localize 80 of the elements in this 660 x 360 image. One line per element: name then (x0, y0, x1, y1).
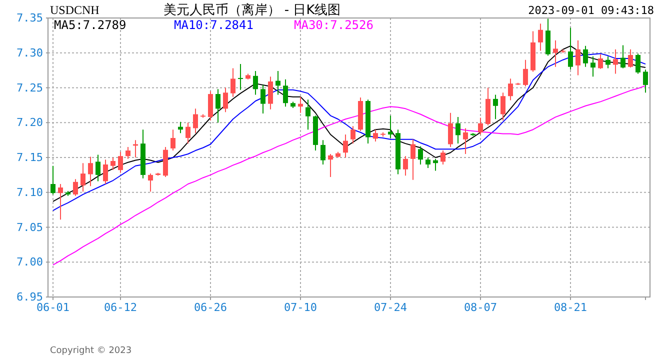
candlestick (216, 88, 220, 124)
candlestick (268, 76, 273, 110)
candlestick (58, 184, 63, 220)
candlestick (80, 162, 86, 192)
candlestick (568, 27, 573, 70)
text: USDCNH (50, 3, 100, 17)
candlestick (126, 146, 130, 160)
candlestick (148, 173, 153, 192)
candlestick (500, 92, 506, 122)
candlestick (418, 146, 423, 165)
candlestick (110, 157, 116, 171)
y-tick-label: 7.30 (16, 46, 43, 60)
candlestick (403, 156, 408, 176)
candlestick (448, 112, 453, 148)
candlestick (583, 45, 588, 68)
candlestick (410, 138, 416, 180)
candlestick (73, 178, 78, 196)
candlestick (373, 129, 378, 142)
candlestick (88, 156, 93, 187)
y-tick-label: 7.15 (16, 151, 43, 164)
candlestick (636, 53, 640, 74)
y-tick-label: 7.20 (16, 116, 43, 130)
candlestick (343, 134, 348, 158)
text: MA30:7.2526 (294, 18, 374, 32)
candlestick (463, 128, 468, 155)
candlestick (478, 117, 483, 135)
candlestick (553, 40, 558, 68)
y-tick-label: 7.05 (16, 220, 43, 234)
x-tick-label: 07-10 (284, 300, 318, 314)
candlestick (283, 78, 288, 108)
x-tick-label: 06-26 (194, 300, 228, 314)
candlestick (133, 140, 138, 158)
candlestick (350, 126, 356, 144)
candlestick (253, 70, 258, 96)
x-tick-label: 08-21 (554, 300, 588, 314)
candlestick (493, 94, 498, 120)
candlestick (576, 40, 580, 76)
text: MA10:7.2841 (174, 18, 254, 32)
x-tick-label: 07-24 (374, 300, 408, 314)
candlestick (193, 108, 198, 134)
candlestick (538, 23, 543, 52)
candlestick (118, 151, 123, 174)
candlestick (613, 48, 618, 74)
x-tick-label: 08-07 (464, 300, 498, 314)
candlestick (388, 115, 393, 138)
candlestick (643, 69, 648, 94)
candlestick (328, 154, 333, 178)
chart-title: 美元人民币（离岸） - 日K线图 (163, 2, 341, 18)
candlestick (620, 44, 626, 69)
candlestick (440, 150, 446, 165)
candlestick (426, 157, 430, 168)
candlestick (238, 64, 243, 90)
text: Copyright © 2023 (50, 346, 132, 356)
y-tick-label: 7.00 (16, 256, 43, 269)
candlestick (186, 122, 190, 144)
candlestick (598, 54, 603, 70)
text: MA5:7.2789 (54, 18, 126, 32)
x-tick-label: 06-12 (104, 300, 138, 314)
text: 2023-09-01 09:43:18 (528, 4, 654, 17)
candlestick (628, 48, 633, 68)
candlestick (96, 154, 100, 182)
candlestick (170, 129, 176, 152)
candlestick (103, 159, 108, 185)
y-tick-label: 7.35 (16, 12, 43, 25)
candlestick (276, 70, 280, 96)
y-tick-label: 7.10 (16, 186, 43, 199)
candlestick (306, 99, 310, 130)
candlestick (320, 140, 326, 165)
y-tick-label: 7.25 (16, 81, 43, 94)
candlestick (260, 84, 266, 114)
candlestick (508, 78, 513, 101)
candlestick (590, 56, 596, 78)
candlestick (456, 116, 460, 144)
candlestick (50, 165, 56, 195)
candlestick (523, 59, 528, 87)
candlestick (223, 87, 228, 113)
candlestick (546, 18, 550, 56)
candlestick (230, 68, 236, 98)
candlestick (208, 90, 213, 122)
candlestick (606, 56, 610, 69)
